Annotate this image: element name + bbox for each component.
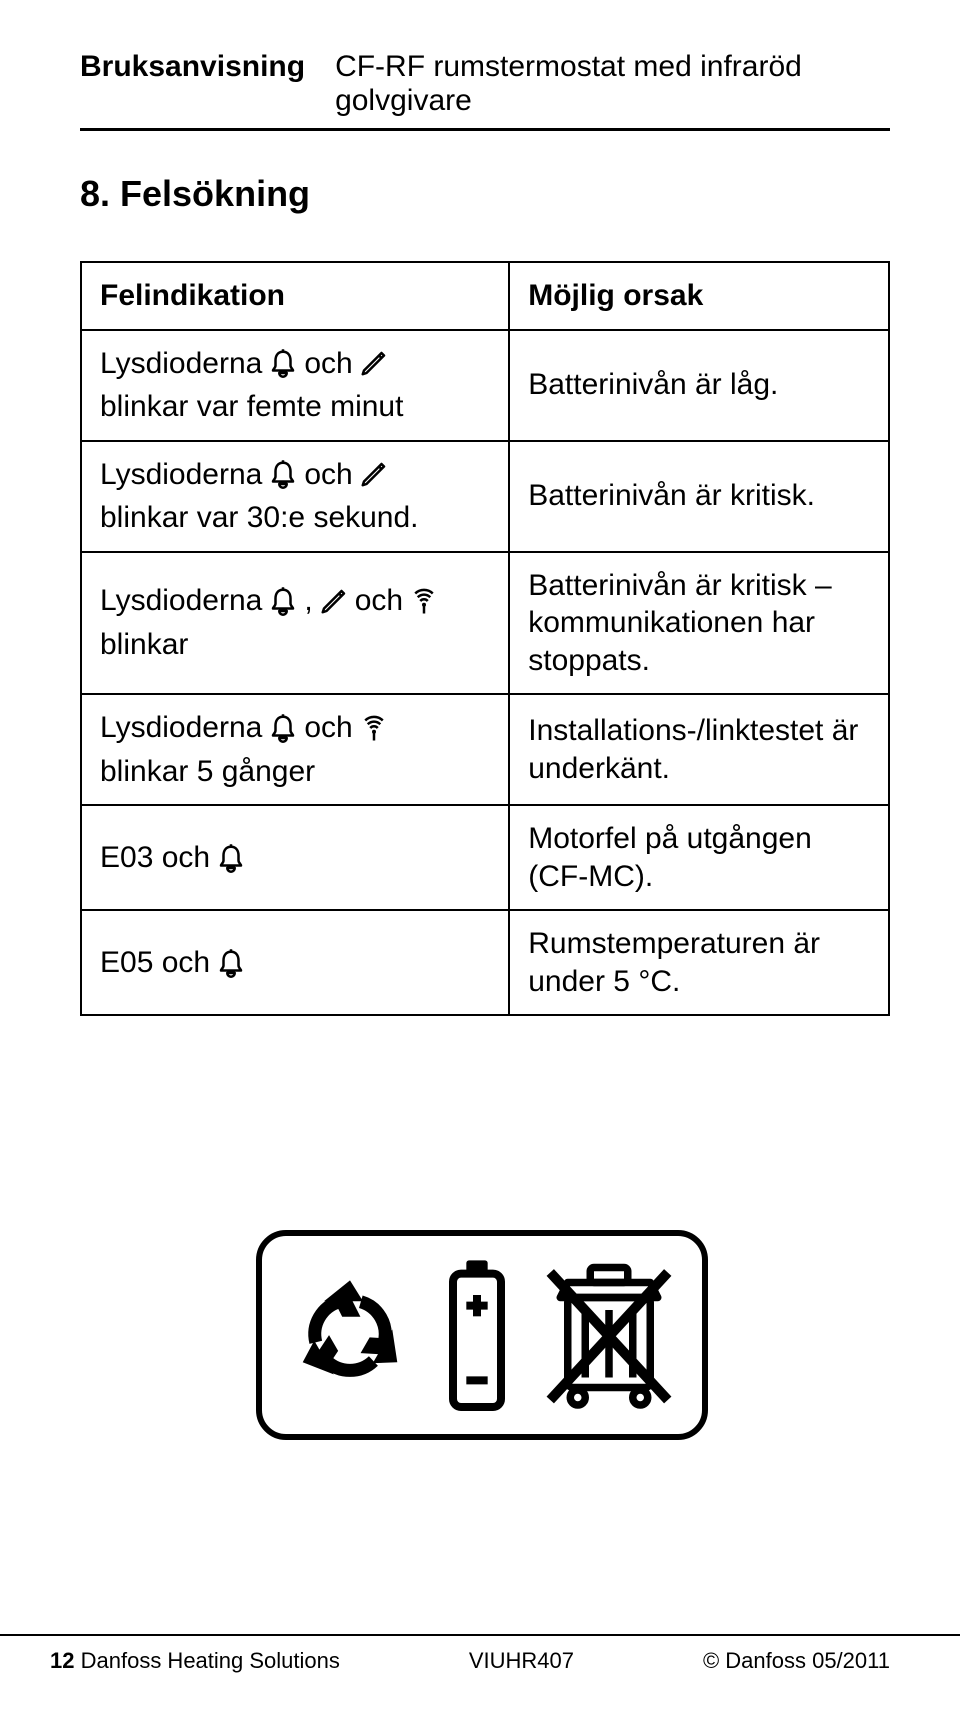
footer-mid: VIUHR407 (469, 1648, 574, 1674)
cell-cause: Installations-/linktestet är underkänt. (509, 694, 889, 805)
cell-cause: Batterinivån är kritisk – kommunikatione… (509, 552, 889, 695)
footer-right: © Danfoss 05/2011 (703, 1648, 890, 1674)
battery-icon (437, 1255, 517, 1415)
bell-icon (268, 348, 298, 378)
bell-icon (216, 843, 246, 873)
cell-text: , (304, 582, 312, 620)
cell-text: blinkar var 30:e sekund. (100, 499, 419, 537)
cell-text: Lysdioderna (100, 345, 262, 383)
antenna-icon (359, 713, 389, 743)
footer-left-text: Danfoss Heating Solutions (81, 1648, 340, 1673)
disposal-icons-box (256, 1230, 708, 1440)
cell-text: blinkar 5 gånger (100, 753, 315, 791)
table-row: Lysdioderna, och blinkar Batterinivån är kr… (81, 552, 889, 695)
cell-text: blinkar var femte minut (100, 388, 403, 426)
cell-indication: Lysdioderna, och blinkar (81, 552, 509, 695)
pencil-icon (359, 459, 389, 489)
cell-indication: E03 och (81, 805, 509, 910)
cell-indication: Lysdioderna och blinkar 5 gånger (81, 694, 509, 805)
table-row: E03 och Motorfel på utgången (CF-MC). (81, 805, 889, 910)
cell-text: blinkar (100, 626, 188, 664)
cell-cause: Rumstemperaturen är under 5 °C. (509, 910, 889, 1015)
cell-text: och (304, 345, 352, 383)
cell-text: och (304, 456, 352, 494)
table-header-row: Felindikation Möjlig orsak (81, 262, 889, 330)
th-cause: Möjlig orsak (509, 262, 889, 330)
header: Bruksanvisning CF-RF rumstermostat med i… (80, 50, 890, 131)
th-indication: Felindikation (81, 262, 509, 330)
bell-icon (268, 586, 298, 616)
pencil-icon (319, 586, 349, 616)
cell-text: och (304, 709, 352, 747)
weee-bin-icon (539, 1260, 679, 1410)
cell-text: Lysdioderna (100, 456, 262, 494)
table-row: Lysdioderna och blinkar 5 gånger Installati… (81, 694, 889, 805)
cell-cause: Batterinivån är kritisk. (509, 441, 889, 552)
cell-text: Lysdioderna (100, 582, 262, 620)
cell-indication: Lysdioderna och blinkar var 30:e sekund. (81, 441, 509, 552)
header-right: CF-RF rumstermostat med infraröd golvgiv… (335, 50, 890, 118)
footer: 12 Danfoss Heating Solutions VIUHR407 © … (0, 1634, 960, 1674)
recycle-icon (285, 1270, 415, 1400)
cell-text: Lysdioderna (100, 709, 262, 747)
cell-indication: E05 och (81, 910, 509, 1015)
bell-icon (216, 948, 246, 978)
cell-indication: Lysdioderna och blinkar var femte minut (81, 330, 509, 441)
footer-left: 12 Danfoss Heating Solutions (50, 1648, 340, 1674)
page: Bruksanvisning CF-RF rumstermostat med i… (0, 0, 960, 1710)
header-left: Bruksanvisning (80, 50, 305, 84)
table-row: Lysdioderna och blinkar var 30:e sekund. Ba… (81, 441, 889, 552)
table-row: Lysdioderna och blinkar var femte minut Bat… (81, 330, 889, 441)
cell-text: och (355, 582, 403, 620)
troubleshooting-table: Felindikation Möjlig orsak Lysdioderna oc… (80, 261, 890, 1016)
cell-cause: Motorfel på utgången (CF-MC). (509, 805, 889, 910)
cell-text: E05 och (100, 944, 210, 982)
bell-icon (268, 459, 298, 489)
cell-text: E03 och (100, 839, 210, 877)
cell-cause: Batterinivån är låg. (509, 330, 889, 441)
bell-icon (268, 713, 298, 743)
antenna-icon (409, 586, 439, 616)
page-number: 12 (50, 1648, 74, 1673)
section-title: 8. Felsökning (80, 173, 890, 215)
pencil-icon (359, 348, 389, 378)
table-row: E05 och Rumstemperaturen är under 5 °C. (81, 910, 889, 1015)
